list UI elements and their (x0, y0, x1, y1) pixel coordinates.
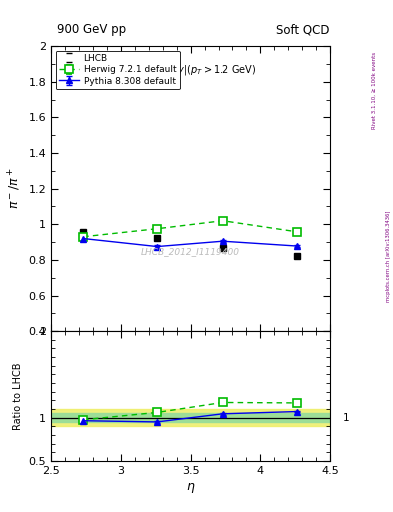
Bar (51, 409, 330, 426)
Y-axis label: Ratio to LHCB: Ratio to LHCB (13, 362, 23, 430)
Text: $\pi^-/\pi^+$ vs $|y|(p_T > 1.2\ \mathrm{GeV})$: $\pi^-/\pi^+$ vs $|y|(p_T > 1.2\ \mathrm… (124, 63, 257, 78)
Text: mcplots.cern.ch [arXiv:1306.3436]: mcplots.cern.ch [arXiv:1306.3436] (386, 210, 391, 302)
Text: Rivet 3.1.10, ≥ 100k events: Rivet 3.1.10, ≥ 100k events (372, 52, 377, 129)
Text: LHCB_2012_I1119400: LHCB_2012_I1119400 (141, 247, 240, 256)
Y-axis label: $\pi^-/\pi^+$: $\pi^-/\pi^+$ (7, 168, 23, 209)
Bar (51, 413, 330, 422)
Text: 900 GeV pp: 900 GeV pp (57, 23, 126, 36)
Legend: LHCB, Herwig 7.2.1 default, Pythia 8.308 default: LHCB, Herwig 7.2.1 default, Pythia 8.308… (55, 51, 180, 89)
Text: 1: 1 (343, 413, 349, 422)
X-axis label: $\eta$: $\eta$ (186, 481, 195, 495)
Text: Soft QCD: Soft QCD (276, 23, 329, 36)
